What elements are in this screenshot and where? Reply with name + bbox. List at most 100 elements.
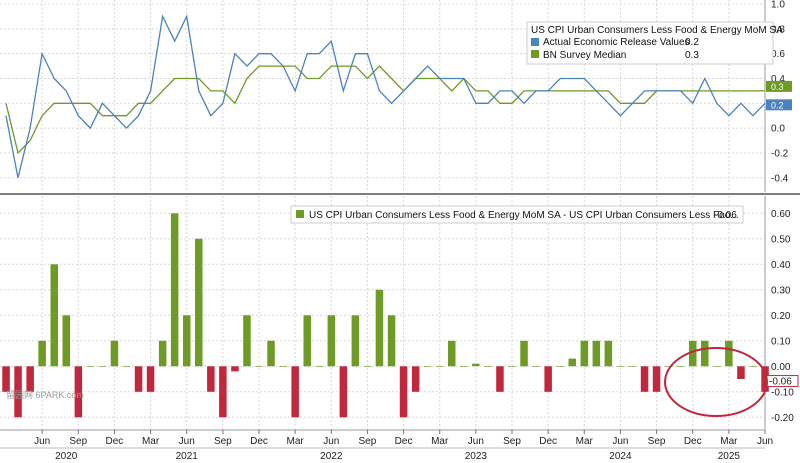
x-tick-label: Sep	[648, 436, 666, 447]
bar	[448, 340, 456, 367]
bar	[640, 366, 649, 392]
x-tick-label: Dec	[684, 436, 702, 447]
x-tick-label: Mar	[287, 436, 305, 447]
legend-value-diff: -0.06	[714, 210, 737, 221]
legend-value-survey: 0.3	[685, 50, 699, 61]
year-label: 2021	[176, 451, 199, 462]
bar	[231, 366, 239, 372]
y-tick-label: 0.4	[771, 74, 785, 85]
bar	[86, 366, 95, 367]
legend-value-actual: 0.2	[685, 37, 699, 48]
x-tick-label: Dec	[250, 436, 268, 447]
y-tick-label: 0.40	[771, 260, 791, 271]
x-tick-label: Sep	[359, 436, 377, 447]
last-value-tag	[766, 80, 792, 92]
bar	[664, 366, 673, 367]
legend-swatch-actual	[531, 38, 539, 46]
bar	[628, 366, 637, 367]
bar	[303, 315, 311, 367]
bar-chart-legend: US CPI Urban Consumers Less Food & Energ…	[290, 205, 744, 224]
bar	[580, 340, 589, 367]
bar	[219, 366, 227, 418]
bar	[737, 366, 745, 379]
bar	[676, 366, 685, 367]
x-tick-label: Sep	[69, 436, 87, 447]
bar	[110, 340, 119, 367]
y-tick-label: -0.4	[771, 173, 789, 184]
legend-label-actual: Actual Economic Release Values	[543, 37, 690, 48]
bar	[689, 340, 697, 367]
bar	[568, 358, 576, 367]
y-tick-label: -0.2	[771, 148, 789, 159]
x-tick-label: Mar	[431, 436, 449, 447]
x-tick-label: Dec	[395, 436, 413, 447]
x-tick-label: Sep	[503, 436, 521, 447]
legend-swatch-diff	[296, 210, 304, 218]
last-value-label: 0.2	[771, 100, 784, 110]
bar	[399, 366, 408, 418]
bar	[652, 366, 661, 392]
line-chart-legend: US CPI Urban Consumers Less Food & Energ…	[526, 21, 783, 65]
bar	[363, 366, 372, 367]
legend-label-diff: US CPI Urban Consumers Less Food & Energ…	[309, 210, 739, 221]
bar	[411, 366, 420, 392]
bar	[122, 366, 131, 367]
year-label: 2022	[320, 451, 343, 462]
bar	[387, 315, 396, 367]
bar	[761, 366, 769, 392]
last-value-tag	[766, 99, 792, 111]
bar	[339, 366, 348, 418]
bar	[207, 366, 215, 392]
y-tick-label: 0.20	[771, 311, 791, 322]
x-tick-label: Dec	[539, 436, 557, 447]
bar	[50, 264, 58, 367]
bar	[134, 366, 143, 392]
x-tick-label: Mar	[576, 436, 594, 447]
bar	[279, 366, 287, 367]
x-tick-label: Mar	[142, 436, 160, 447]
last-value-label: -0.06	[769, 377, 792, 388]
bar	[592, 340, 601, 367]
bar	[556, 366, 564, 367]
y-tick-label: 0.0	[771, 124, 785, 135]
y-tick-label: 0.10	[771, 336, 791, 347]
y-tick-label: 0.8	[771, 24, 785, 35]
x-tick-label: Jun	[179, 436, 195, 447]
legend-box	[290, 205, 744, 224]
bar	[267, 340, 275, 367]
y-tick-label: -0.10	[771, 387, 794, 398]
bar	[725, 340, 733, 367]
bar	[255, 366, 263, 367]
bar	[375, 289, 384, 367]
bar	[749, 366, 757, 367]
bar	[713, 366, 721, 367]
bar	[460, 366, 468, 367]
year-label: 2020	[55, 451, 78, 462]
x-tick-label: Dec	[106, 436, 124, 447]
y-tick-label: 0.60	[771, 209, 791, 220]
year-label: 2023	[465, 451, 488, 462]
year-label: 2024	[609, 451, 632, 462]
last-value-label: 0.3	[771, 82, 784, 92]
bar	[26, 366, 34, 392]
x-tick-label: Jun	[468, 436, 484, 447]
bar	[544, 366, 552, 392]
bar	[158, 340, 167, 367]
x-tick-label: Jun	[323, 436, 339, 447]
x-tick-label: Mar	[720, 436, 738, 447]
bar	[62, 315, 70, 367]
series-line	[5, 65, 765, 155]
legend-box	[526, 21, 774, 65]
bar	[436, 366, 444, 367]
bar	[183, 315, 191, 367]
year-label: 2025	[718, 451, 741, 462]
bar	[74, 366, 83, 418]
y-tick-label: 0.50	[771, 234, 791, 245]
watermark: 留园网 6PARK.com	[6, 389, 84, 400]
bar	[508, 366, 516, 367]
x-tick-label: Jun	[34, 436, 50, 447]
y-tick-label: -0.20	[771, 413, 794, 424]
x-tick-label: Jun	[757, 436, 773, 447]
bar	[472, 363, 480, 367]
